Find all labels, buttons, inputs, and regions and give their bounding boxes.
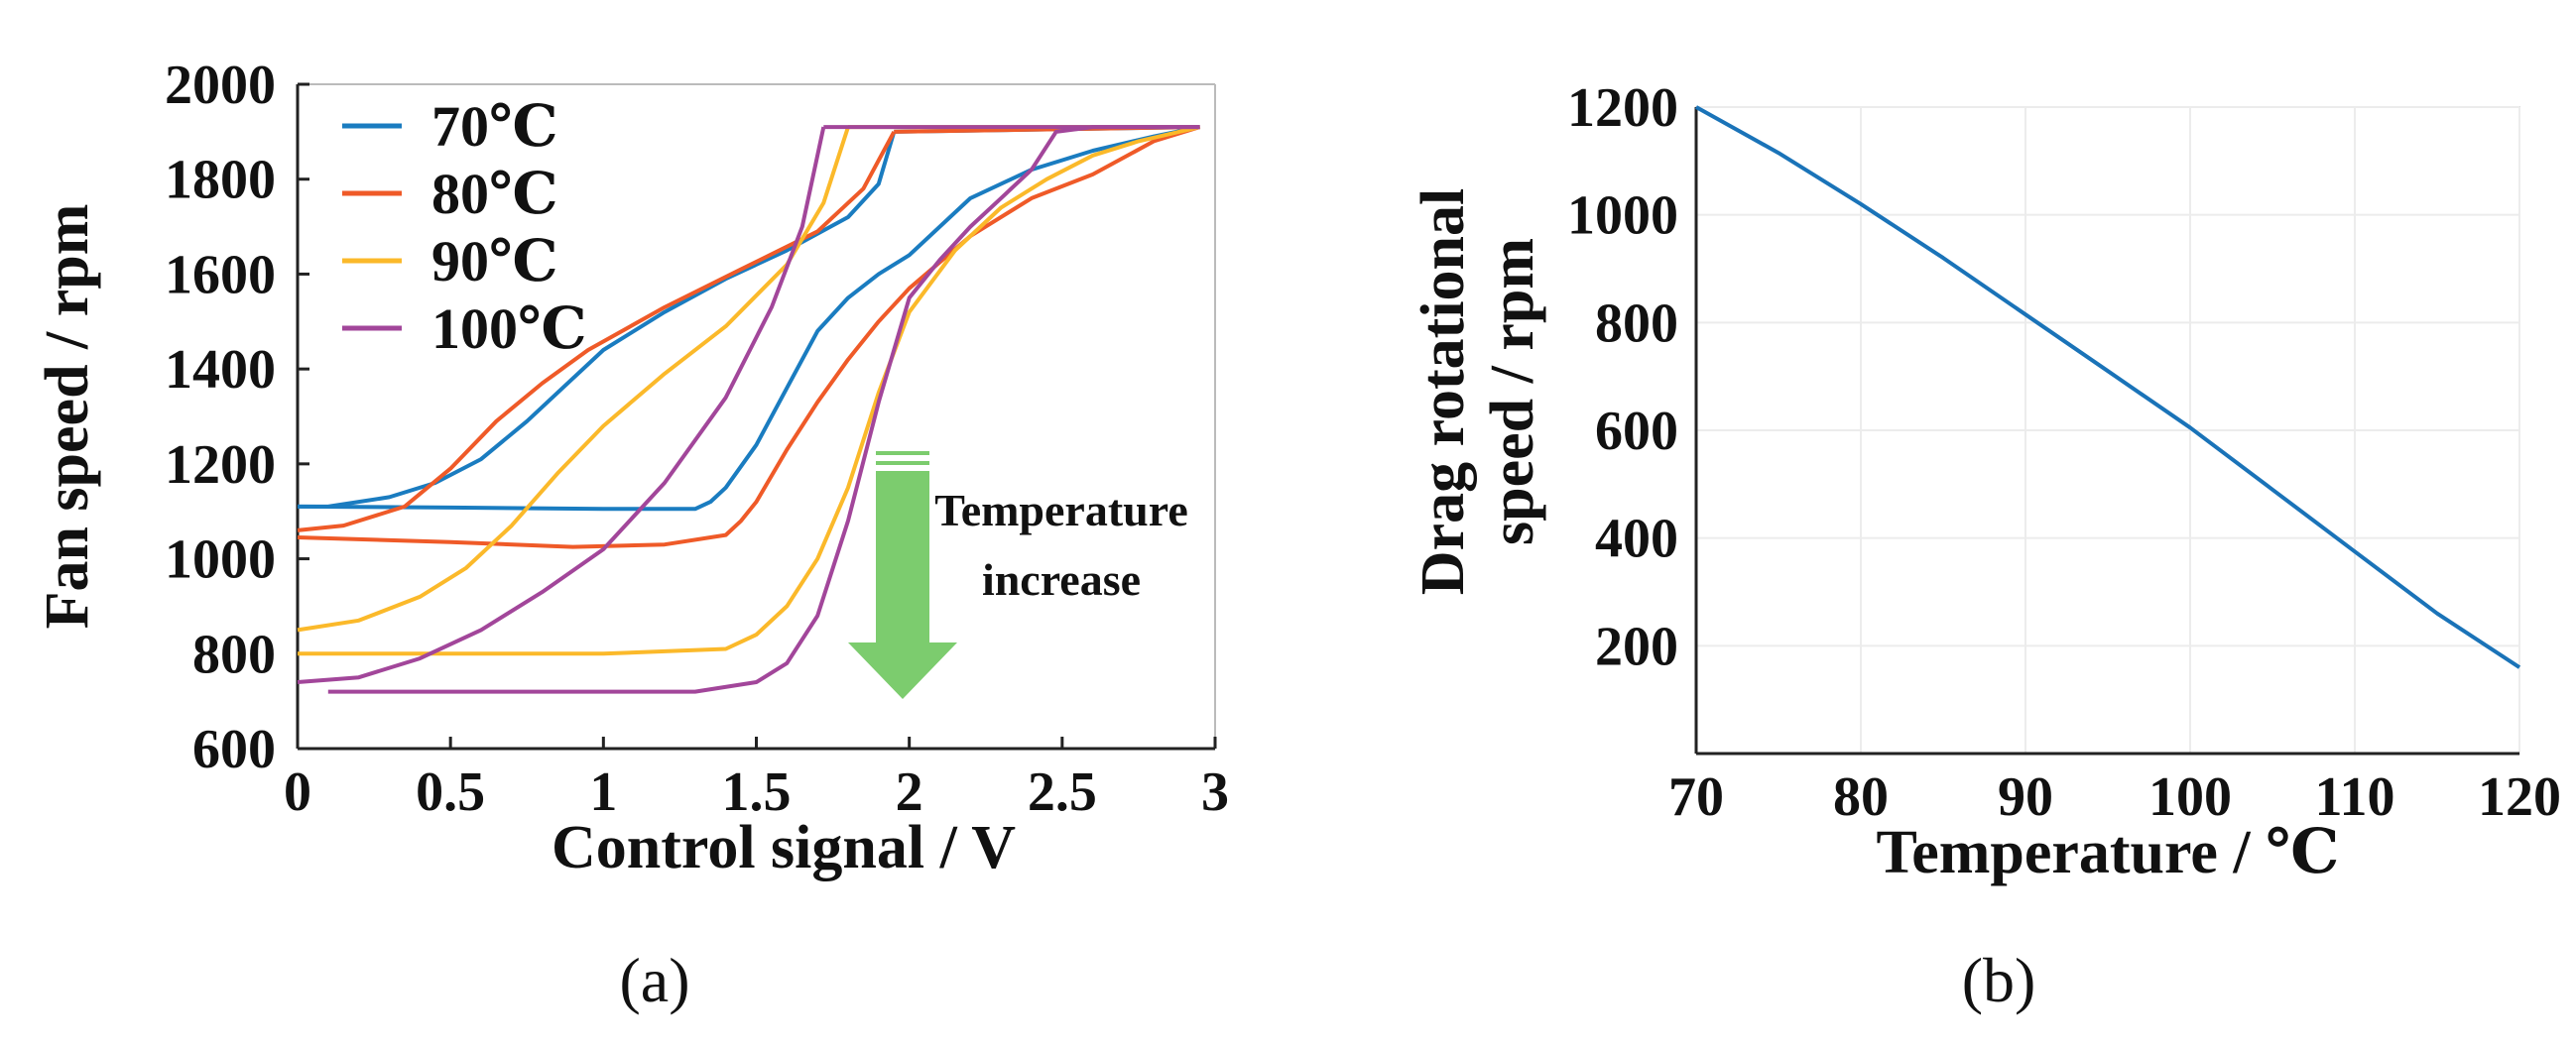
chart-a: 600 800 1000 1200 1400 1600 1800 2000 0 0.5 1 1.5 2… (34, 55, 1229, 1015)
series-line-1-return (297, 125, 1201, 549)
chart-a-y-tick-label: 1400 (165, 339, 276, 401)
panel-label-a: (a) (619, 945, 689, 1015)
panel-label-b: (b) (1962, 945, 2036, 1015)
chart-b-x-tick-label: 120 (2478, 766, 2561, 828)
chart-a-y-tick-label: 800 (192, 624, 276, 685)
chart-b-y-tick-label: 400 (1595, 509, 1678, 570)
series-line-0-rise (298, 131, 897, 509)
chart-b-x-label: Temperature / ℃ (1877, 819, 2340, 886)
chart-a-x-tick-label: 2.5 (1028, 761, 1097, 823)
chart-b-x-tick-label: 90 (1998, 766, 2053, 828)
chart-b-x-tick-label: 80 (1833, 766, 1889, 828)
chart-b-y-tick-label: 1200 (1567, 77, 1678, 139)
chart-a-x-tick-label: 1.5 (722, 761, 792, 823)
temperature-increase-arrow (848, 451, 957, 699)
chart-a-x-tick-label: 2 (896, 761, 923, 823)
legend-label-90: 90℃ (431, 229, 558, 293)
series-line-0-return (297, 125, 1201, 512)
chart-b-x-tick-label: 110 (2315, 766, 2395, 828)
chart-b-y-label-line1: Drag rotational (1410, 188, 1477, 595)
chart-b-x-tick-label: 70 (1668, 766, 1724, 828)
chart-a-y-tick-label: 1800 (165, 150, 276, 211)
chart-a-y-tick-label: 1000 (165, 529, 276, 591)
chart-b-y-tick-label: 800 (1595, 292, 1678, 354)
chart-b-y-label-line2: speed / rpm (1479, 238, 1546, 545)
series-line-1-rise (297, 130, 897, 532)
chart-a-y-tick-label: 2000 (165, 55, 276, 116)
chart-b-x-tick-label: 100 (2148, 766, 2232, 828)
chart-a-x-tick-label: 0 (284, 761, 311, 823)
chart-a-x-tick-label: 0.5 (416, 761, 485, 823)
chart-a-y-tick-label: 600 (192, 719, 276, 780)
chart-b-y-tick-label: 1000 (1567, 185, 1678, 247)
chart-a-y-tick-label: 1200 (165, 434, 276, 496)
chart-a-x-label: Control signal / V (552, 814, 1016, 881)
chart-a-y-label: Fan speed / rpm (34, 204, 101, 630)
chart-b-y-tick-label: 600 (1595, 401, 1678, 462)
chart-a-x-tick-label: 1 (589, 761, 617, 823)
legend-label-70: 70℃ (431, 94, 558, 159)
annotation-line2: increase (982, 554, 1141, 605)
series-line-2-return (298, 125, 1201, 656)
chart-a-legend: 70℃ 80℃ 90℃ 100℃ (342, 94, 587, 361)
legend-label-80: 80℃ (431, 162, 558, 226)
chart-a-x-tick-label: 3 (1201, 761, 1229, 823)
series-line-3-return (327, 125, 1200, 694)
chart-b: 200 400 600 800 1000 1200 70 80 90 100 110 120 Tem… (1410, 77, 2561, 1015)
chart-b-y-tick-label: 200 (1595, 616, 1678, 677)
annotation-line1: Temperature (934, 485, 1188, 535)
legend-label-100: 100℃ (431, 296, 587, 361)
chart-a-y-tick-label: 1600 (165, 244, 276, 305)
chart-b-series-line-0 (1695, 105, 2521, 669)
series-line-3-rise (297, 126, 826, 684)
